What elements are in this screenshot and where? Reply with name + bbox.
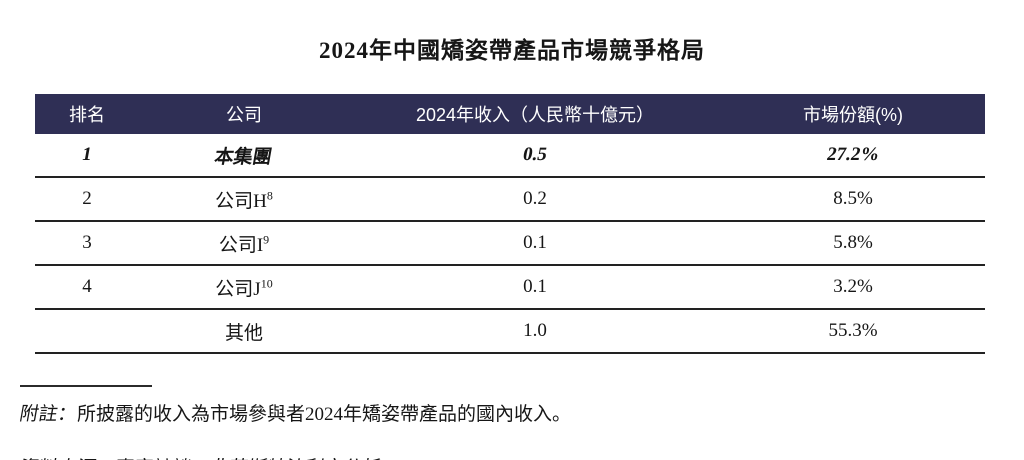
cell-rank — [35, 309, 139, 354]
cell-company: 公司I9 — [139, 221, 349, 266]
table-row-others: 其他 1.0 55.3% — [35, 309, 985, 354]
cell-revenue: 0.1 — [349, 221, 721, 266]
share-value: 27.2% — [825, 144, 882, 165]
cell-company: 公司J10 — [139, 265, 349, 310]
source-text: 資料來源：專家訪談、弗若斯特沙利文分析 — [18, 453, 384, 460]
cell-share: 27.2% — [721, 134, 985, 178]
cell-revenue: 0.2 — [349, 177, 721, 222]
cell-revenue: 1.0 — [349, 309, 721, 354]
competition-table: 排名 公司 2024年收入（人民幣十億元） 市場份額(%) 1 本集團 0.5 … — [35, 94, 985, 354]
rank-value: 1 — [80, 144, 94, 165]
footnote-label: 附註： — [17, 404, 79, 425]
cell-company: 本集團 — [139, 134, 349, 178]
company-name: 公司I — [218, 234, 264, 256]
table-row-company-j: 4 公司J10 0.1 3.2% — [35, 265, 985, 310]
company-name: 本集團 — [213, 146, 274, 168]
col-header-revenue: 2024年收入（人民幣十億元） — [349, 94, 721, 134]
col-header-company: 公司 — [139, 94, 349, 134]
col-header-rank: 排名 — [35, 94, 139, 134]
source-line: 資料來源：專家訪談、弗若斯特沙利文分析 — [18, 453, 1024, 460]
footnote-line: 附註：所披露的收入為市場參與者2024年矯姿帶產品的國內收入。 — [17, 399, 1024, 426]
company-name: 公司J — [215, 278, 261, 300]
table-row-group: 1 本集團 0.5 27.2% — [35, 134, 985, 178]
cell-company: 公司H8 — [139, 177, 349, 222]
table-row-company-i: 3 公司I9 0.1 5.8% — [35, 221, 985, 266]
footnote-divider — [20, 385, 152, 387]
cell-share: 5.8% — [721, 221, 985, 266]
cell-rank: 2 — [35, 177, 139, 222]
cell-rank: 4 — [35, 265, 139, 310]
cell-company: 其他 — [139, 309, 349, 354]
cell-revenue: 0.1 — [349, 265, 721, 310]
table-row-company-h: 2 公司H8 0.2 8.5% — [35, 177, 985, 222]
footnote-ref: 8 — [266, 188, 273, 203]
cell-share: 3.2% — [721, 265, 985, 310]
page-title: 2024年中國矯姿帶產品市場競爭格局 — [319, 38, 705, 63]
cell-rank: 3 — [35, 221, 139, 266]
footnote-ref: 10 — [260, 276, 273, 291]
cell-share: 8.5% — [721, 177, 985, 222]
company-name: 公司H — [215, 190, 267, 212]
cell-rank: 1 — [35, 134, 139, 178]
company-name: 其他 — [224, 322, 263, 344]
revenue-value: 0.5 — [521, 144, 549, 165]
table-header-row: 排名 公司 2024年收入（人民幣十億元） 市場份額(%) — [35, 94, 985, 134]
cell-revenue: 0.5 — [349, 134, 721, 178]
cell-share: 55.3% — [721, 309, 985, 354]
col-header-share: 市場份額(%) — [721, 94, 985, 134]
footnote-text: 所披露的收入為市場參與者2024年矯姿帶產品的國內收入。 — [77, 404, 572, 425]
footnote-ref: 9 — [263, 232, 270, 247]
